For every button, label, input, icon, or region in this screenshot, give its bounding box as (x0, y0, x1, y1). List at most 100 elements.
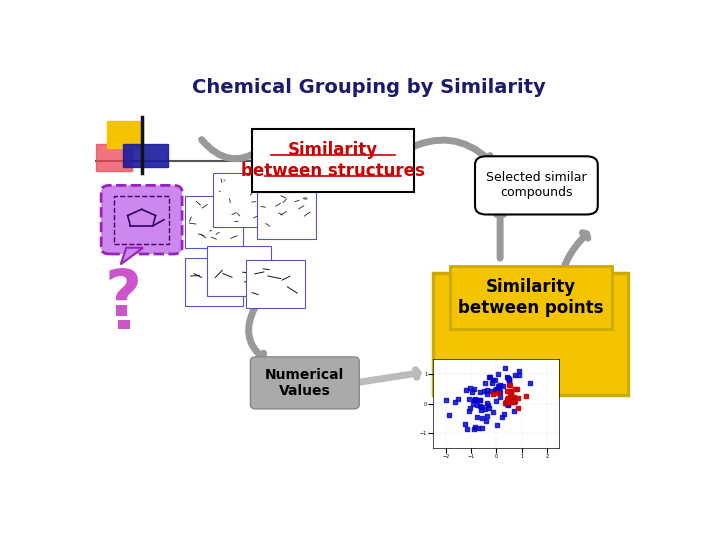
Point (463, 407, 474, 415)
Point (491, 421, 503, 430)
Point (507, 397, 518, 406)
Point (503, 376, 514, 384)
Point (505, 387, 517, 396)
FancyBboxPatch shape (450, 266, 612, 329)
Bar (114, 196, 169, 244)
Point (485, 387, 497, 396)
Point (504, 393, 516, 402)
FancyBboxPatch shape (475, 156, 598, 214)
FancyBboxPatch shape (251, 357, 359, 409)
Point (463, 395, 474, 403)
Bar (124, 144, 168, 167)
Bar (185, 258, 243, 306)
Point (504, 388, 516, 396)
Point (495, 388, 506, 397)
Point (460, 420, 472, 429)
Point (449, 398, 461, 407)
Point (498, 410, 510, 418)
Point (487, 376, 499, 384)
Point (503, 398, 514, 407)
Polygon shape (121, 248, 143, 265)
Point (480, 417, 492, 426)
Text: Similarity
between structures: Similarity between structures (240, 141, 425, 180)
Point (482, 401, 494, 409)
Point (476, 414, 487, 422)
Point (506, 394, 518, 403)
Point (469, 447, 480, 456)
Point (472, 423, 484, 432)
Point (495, 393, 506, 401)
Point (493, 386, 505, 395)
Point (492, 370, 504, 379)
Point (484, 403, 495, 412)
Point (487, 389, 498, 398)
Point (509, 397, 521, 406)
Point (490, 386, 501, 395)
Point (452, 394, 464, 403)
Point (481, 411, 492, 420)
Point (491, 384, 503, 393)
Point (510, 370, 521, 379)
Point (501, 395, 513, 403)
Point (503, 393, 514, 402)
Text: Numerical
Values: Numerical Values (265, 368, 344, 398)
Point (498, 382, 509, 390)
Point (500, 387, 512, 395)
Bar (258, 192, 316, 239)
Point (504, 381, 516, 389)
Point (468, 384, 480, 393)
Point (460, 386, 472, 394)
Point (511, 385, 523, 394)
Point (469, 425, 480, 434)
Point (513, 367, 525, 376)
Bar (213, 173, 277, 227)
Point (470, 396, 482, 404)
Point (482, 385, 493, 394)
Point (474, 402, 485, 410)
Point (474, 388, 485, 396)
Point (485, 373, 496, 381)
Point (500, 397, 511, 406)
Point (441, 396, 452, 404)
Point (500, 363, 511, 372)
Point (503, 374, 514, 382)
Point (505, 397, 516, 406)
Bar (118, 320, 130, 329)
Point (444, 410, 455, 419)
Point (492, 389, 504, 397)
Point (469, 396, 480, 405)
Point (525, 379, 536, 387)
Bar (96, 144, 132, 171)
Point (476, 423, 487, 432)
Point (462, 424, 473, 433)
Point (487, 408, 499, 416)
Point (493, 383, 505, 391)
Point (492, 381, 503, 390)
Point (502, 399, 513, 408)
Point (521, 392, 532, 401)
Point (464, 384, 476, 393)
Point (503, 376, 515, 384)
Point (512, 404, 523, 413)
Point (508, 393, 520, 401)
Bar (107, 121, 143, 148)
Point (464, 404, 476, 413)
Text: Chemical Grouping by Similarity: Chemical Grouping by Similarity (192, 78, 546, 97)
Point (479, 405, 490, 414)
Point (509, 385, 521, 394)
Point (510, 397, 521, 406)
Point (474, 396, 485, 404)
Point (508, 407, 520, 415)
Point (501, 400, 513, 409)
Point (486, 379, 498, 387)
Point (482, 389, 493, 398)
Point (513, 370, 524, 379)
Point (471, 413, 482, 421)
Point (482, 399, 493, 407)
Point (478, 386, 490, 395)
Point (502, 401, 513, 410)
Bar (246, 260, 305, 308)
Bar (185, 196, 243, 248)
Point (469, 394, 481, 403)
Point (471, 401, 482, 410)
